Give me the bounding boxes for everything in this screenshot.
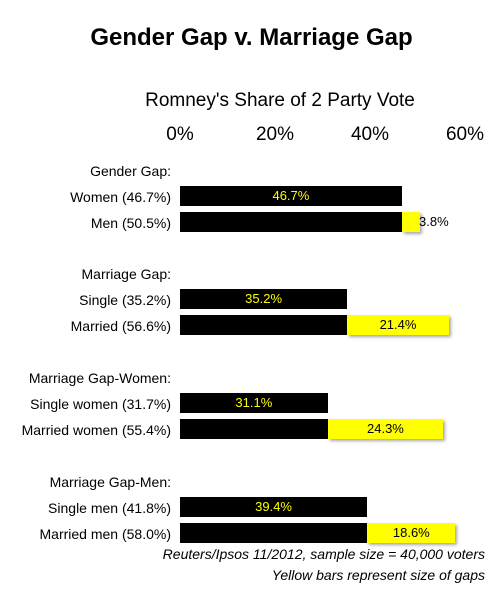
x-tick-label: 0% <box>166 124 194 145</box>
legend-note: Yellow bars represent size of gaps <box>271 567 485 583</box>
category-label: Single (35.2%) <box>79 292 171 308</box>
group-heading: Marriage Gap-Men: <box>49 474 171 490</box>
base-bar <box>180 289 348 309</box>
gap-bar <box>401 212 420 232</box>
category-label: Single men (41.8%) <box>48 500 171 516</box>
category-label: Women (46.7%) <box>70 189 171 205</box>
base-bar-label: 31.1% <box>235 395 273 410</box>
group-heading: Gender Gap: <box>90 163 171 179</box>
x-tick-label: 60% <box>445 124 485 145</box>
gap-bar <box>347 315 449 335</box>
gap-bar-label: 21.4% <box>379 317 417 332</box>
category-label: Married (56.6%) <box>70 318 171 334</box>
base-bar <box>180 523 368 543</box>
gap-bar-label: 18.6% <box>392 525 430 540</box>
gap-bar-label: 3.8% <box>419 214 449 229</box>
x-tick-label: 20% <box>255 124 295 145</box>
base-bar <box>180 419 328 439</box>
category-label: Men (50.5%) <box>90 215 171 231</box>
base-bar <box>180 212 402 232</box>
chart-subtitle: Romney's Share of 2 Party Vote <box>145 90 415 111</box>
gap-bar <box>367 523 456 543</box>
chart-title: Gender Gap v. Marriage Gap <box>90 24 413 51</box>
base-bar <box>180 186 402 206</box>
group-heading: Marriage Gap: <box>81 266 171 282</box>
base-bar <box>180 315 348 335</box>
base-bar <box>180 393 328 413</box>
group-heading: Marriage Gap-Women: <box>28 370 171 386</box>
gap-bar-label: 24.3% <box>367 421 404 436</box>
category-label: Married men (58.0%) <box>39 526 172 542</box>
x-tick-label: 40% <box>350 124 390 145</box>
base-bar-label: 35.2% <box>245 291 283 306</box>
base-bar-label: 46.7% <box>272 188 310 203</box>
base-bar-label: 39.4% <box>255 499 292 514</box>
source-note: Reuters/Ipsos 11/2012, sample size = 40,… <box>162 546 485 562</box>
base-bar <box>180 497 368 517</box>
category-label: Married women (55.4%) <box>21 422 171 438</box>
gap-bar <box>327 419 444 439</box>
category-label: Single women (31.7%) <box>30 396 171 412</box>
